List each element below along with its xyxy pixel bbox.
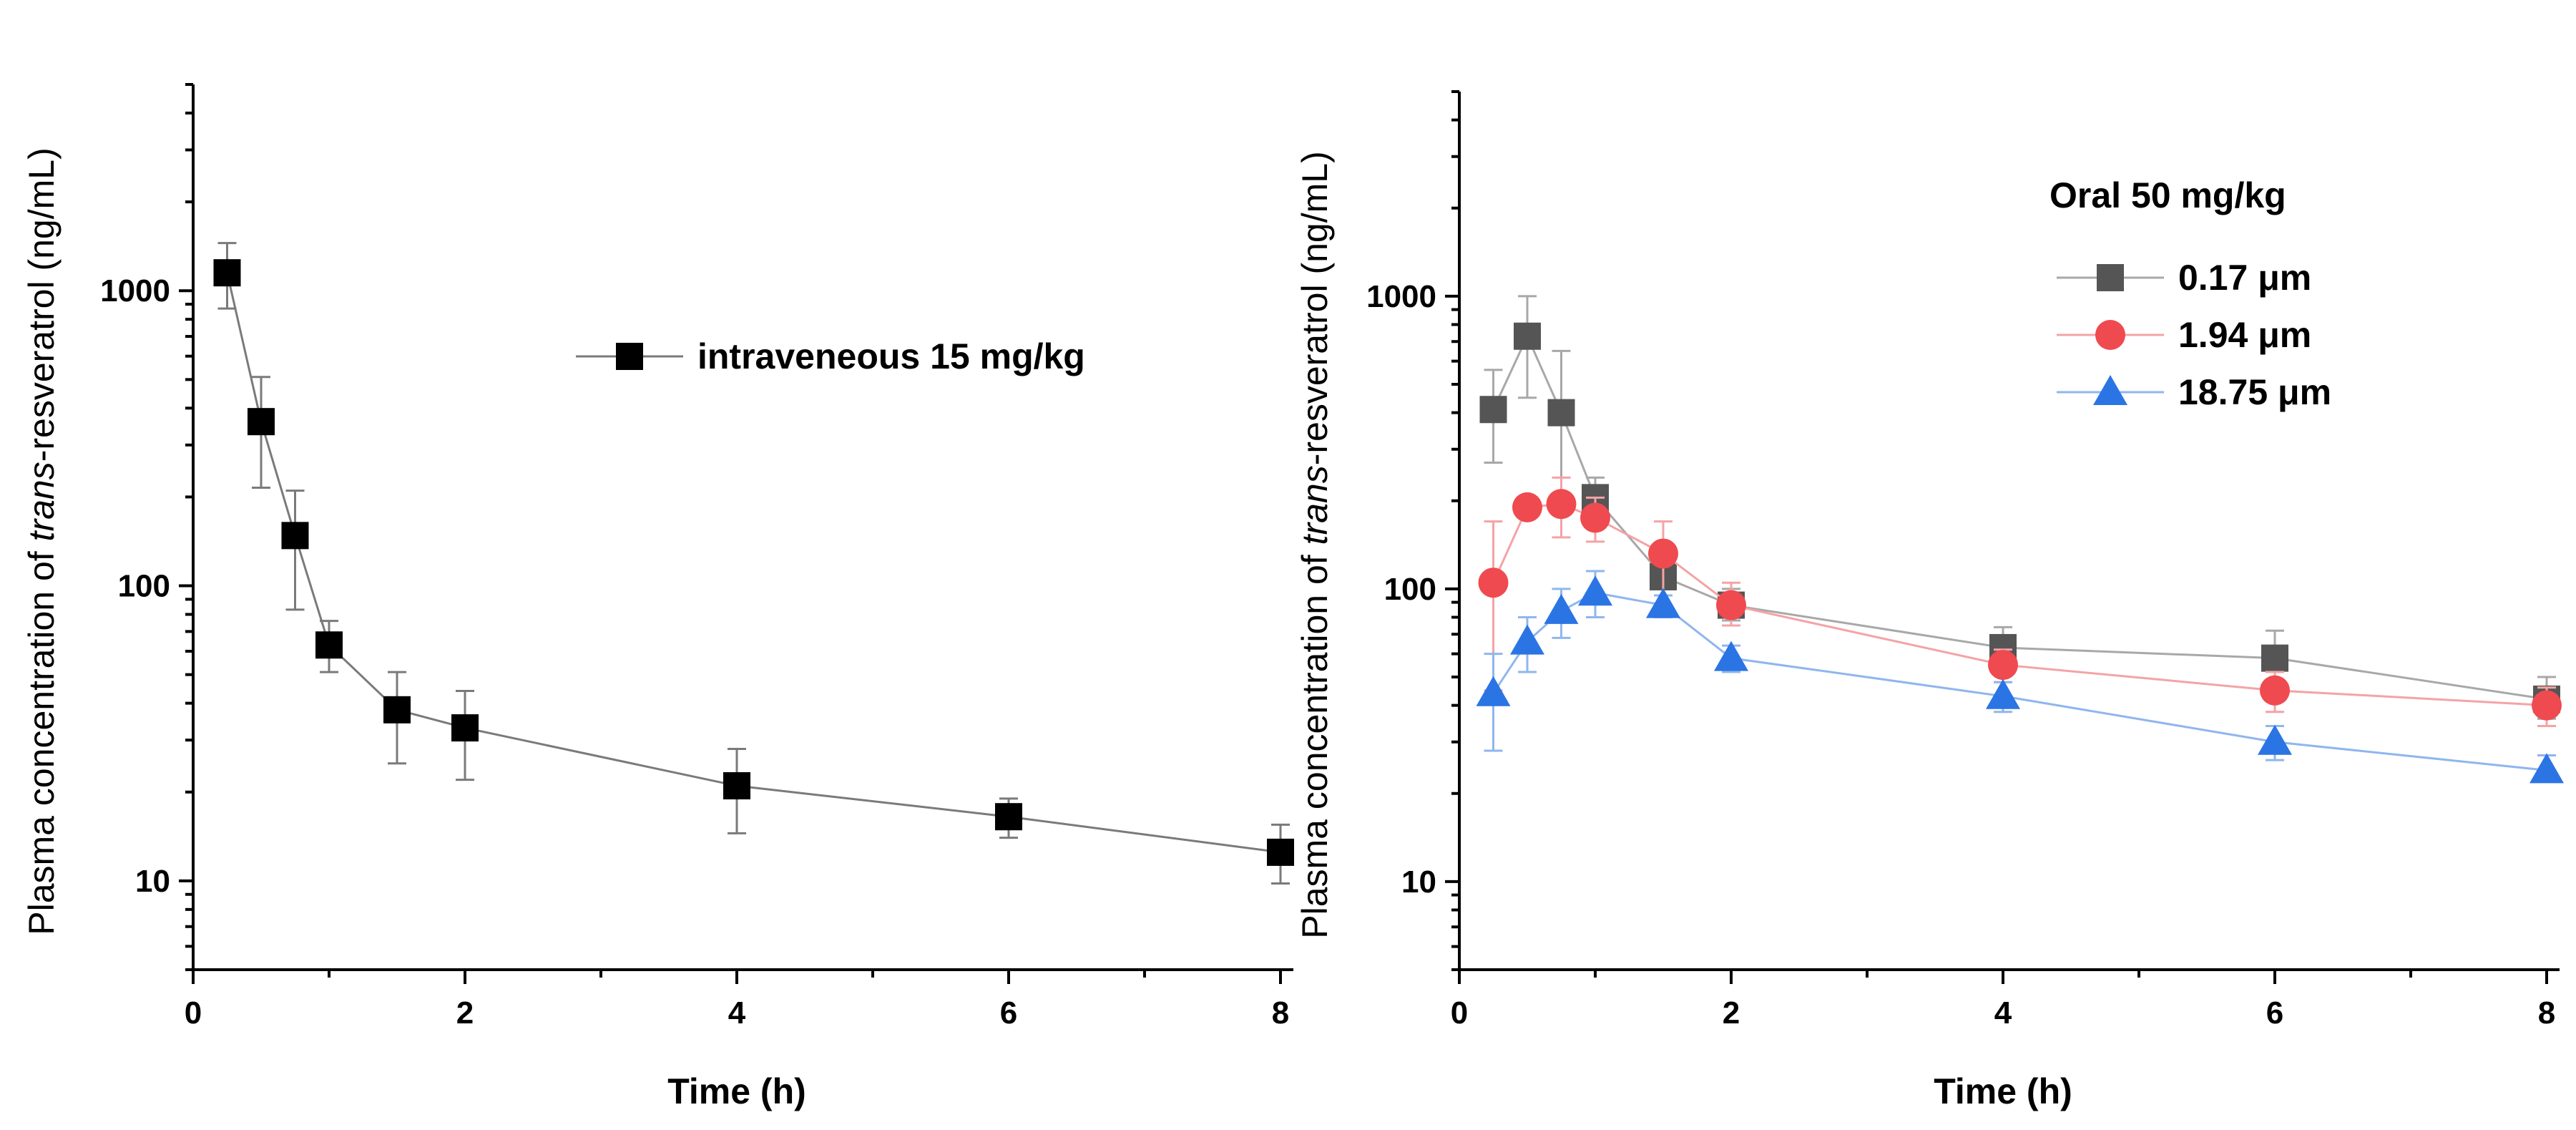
- legend-item: 0.17 μm: [2057, 258, 2311, 298]
- legend-label: 18.75 μm: [2178, 372, 2331, 412]
- x-tick-label: 0: [1451, 995, 1468, 1031]
- y-tick-label: 1000: [100, 273, 170, 308]
- x-tick-label: 6: [2266, 995, 2283, 1031]
- data-point: [451, 714, 479, 742]
- data-point: [1986, 678, 2020, 709]
- data-point: [1544, 593, 1579, 624]
- chart-panel-1: 0 2 4 6 8 10 100 1000 Time (h) Plasma concentrati…: [21, 83, 1294, 1111]
- x-tick-label: 2: [456, 995, 474, 1031]
- y-axis-title: Plasma concentration of trans-resveratro…: [21, 147, 62, 935]
- data-point: [213, 259, 241, 287]
- y-axis-title-suffix: -resveratrol (ng/mL): [1295, 151, 1335, 465]
- legend-item: 1.94 μm: [2057, 315, 2311, 355]
- x-tick-label: 4: [728, 995, 746, 1031]
- data-point: [723, 772, 750, 800]
- legend-label: intraveneous 15 mg/kg: [697, 336, 1085, 376]
- error-bar: [285, 489, 305, 611]
- series-3: [1476, 570, 2564, 784]
- data-point: [1988, 650, 2018, 681]
- y-axis-title-suffix: -resveratrol (ng/mL): [21, 147, 62, 462]
- data-point: [1476, 676, 1511, 706]
- y-axis-title-prefix: Plasma concentration of: [1295, 545, 1335, 938]
- data-point: [248, 408, 275, 436]
- y-tick-label: 10: [1401, 864, 1436, 900]
- data-point: [1646, 588, 1680, 618]
- data-point: [1478, 568, 1509, 598]
- data-point: [995, 803, 1022, 831]
- legend: intraveneous 15 mg/kg: [576, 336, 1085, 376]
- series-1: [213, 242, 1294, 885]
- legend-marker: [616, 343, 643, 370]
- data-point: [2530, 753, 2564, 784]
- y-tick-label: 100: [1384, 572, 1436, 607]
- legend-label: 0.17 μm: [2178, 258, 2311, 298]
- x-tick-label: 4: [1994, 995, 2012, 1031]
- data-point: [2260, 675, 2290, 706]
- x-tick-label: 8: [1272, 995, 1289, 1031]
- x-tick-label: 0: [185, 995, 202, 1031]
- data-point: [281, 522, 309, 550]
- y-tick-label: 1000: [1366, 279, 1436, 314]
- series-1: [1479, 295, 2560, 720]
- y-axis-title-italic: trans: [21, 462, 62, 541]
- y-tick-label: 100: [118, 569, 170, 604]
- data-point: [2532, 690, 2562, 721]
- legend-item: 18.75 μm: [2057, 372, 2331, 412]
- legend-marker: [2097, 264, 2124, 291]
- x-tick-label: 8: [2538, 995, 2555, 1031]
- y-tick-label: 10: [135, 864, 170, 899]
- x-tick-label: 2: [1723, 995, 1740, 1031]
- legend-label: 1.94 μm: [2178, 315, 2311, 355]
- y-axis-title: Plasma concentration of trans-resveratro…: [1295, 151, 1335, 938]
- data-point: [1479, 396, 1507, 424]
- legend-item: intraveneous 15 mg/kg: [576, 336, 1085, 376]
- data-point: [1580, 502, 1610, 533]
- legend: Oral 50 mg/kg 0.17 μm 1.94 μm 18.75 μm: [2049, 175, 2331, 412]
- x-axis-title: Time (h): [667, 1071, 806, 1111]
- data-point: [2258, 724, 2292, 755]
- data-point: [1714, 641, 1748, 671]
- series-line: [1492, 591, 2547, 771]
- data-point: [2261, 644, 2288, 672]
- data-point: [1546, 489, 1577, 520]
- y-axis-title-prefix: Plasma concentration of: [21, 541, 62, 935]
- x-tick-label: 6: [1000, 995, 1017, 1031]
- data-point: [315, 631, 343, 659]
- y-axis-title-italic: trans: [1295, 465, 1335, 545]
- legend-marker: [2095, 320, 2125, 350]
- chart-panel-2: 0 2 4 6 8 10 100 1000 Time (h) Plasma concentrati…: [1295, 90, 2564, 1111]
- data-point: [1716, 590, 1746, 620]
- data-point: [1512, 492, 1542, 522]
- x-axis-title: Time (h): [1934, 1071, 2072, 1111]
- data-point: [1578, 575, 1612, 606]
- data-point: [1547, 399, 1575, 427]
- data-point: [1267, 838, 1294, 866]
- data-point: [383, 696, 411, 724]
- data-point: [1514, 322, 1541, 350]
- data-point: [1510, 624, 1544, 655]
- legend-title: Oral 50 mg/kg: [2049, 175, 2286, 215]
- legend-marker: [2093, 375, 2127, 405]
- data-point: [1648, 538, 1678, 569]
- series-line: [1492, 333, 2547, 701]
